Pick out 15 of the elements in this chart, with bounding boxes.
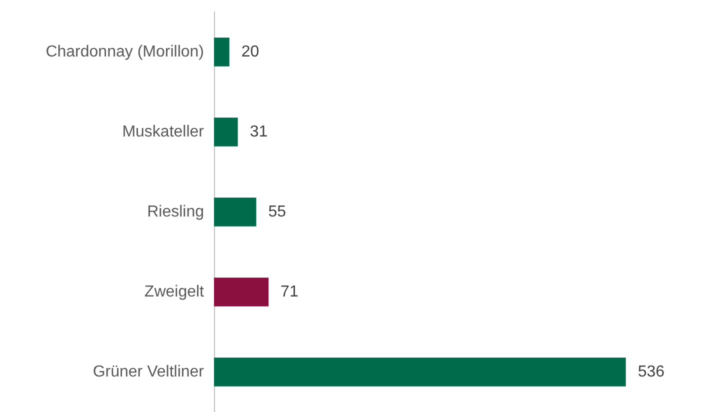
bar [214, 118, 238, 146]
data-label: 31 [250, 124, 268, 140]
y-tick-label: Chardonnay (Morillon) [46, 44, 204, 60]
y-tick-label: Riesling [147, 204, 204, 220]
y-tick-label: Muskateller [122, 124, 205, 140]
y-tick-label: Zweigelt [144, 284, 205, 300]
bar [214, 38, 230, 66]
data-label: 71 [280, 284, 298, 300]
bar [214, 358, 626, 386]
bar [214, 278, 269, 306]
data-label: 55 [268, 204, 286, 220]
data-label: 536 [638, 364, 665, 380]
data-label: 20 [241, 44, 260, 60]
y-tick-label: Grüner Veltliner [92, 364, 205, 380]
bar [214, 198, 256, 226]
